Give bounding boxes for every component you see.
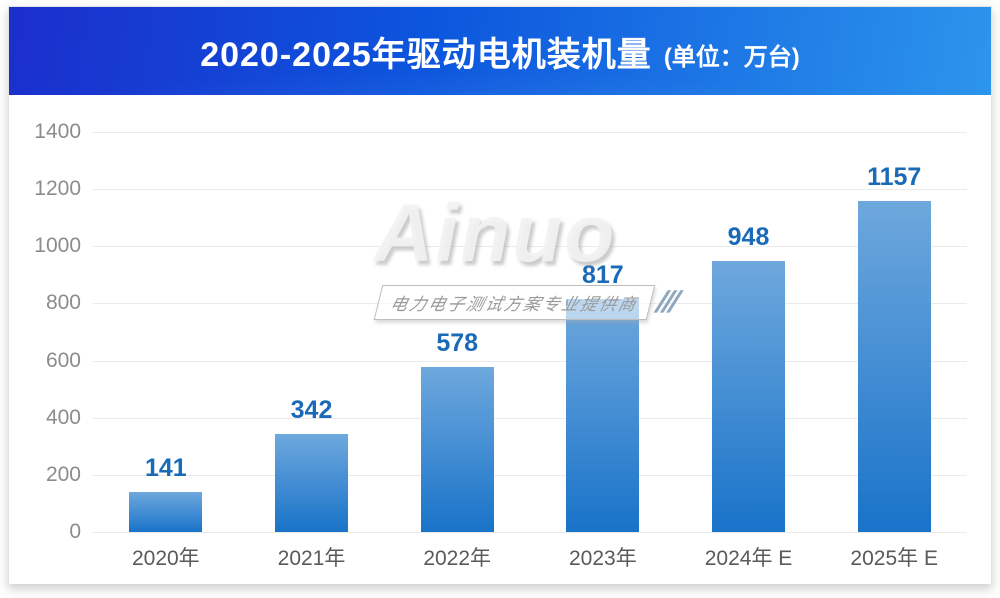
y-tick-label: 1000 [34,234,81,258]
y-tick-label: 600 [45,348,81,372]
x-axis: 2020年 2021年 2022年 2023年 2024年 E 2025年 E [93,542,967,572]
bar [566,298,640,532]
bar-value-label: 1157 [867,163,922,192]
plot-area: 141 342 578 817 948 1157 [93,132,967,532]
x-tick-label: 2020年 [131,547,200,570]
bar [129,491,203,532]
bar-column: 817 [530,132,676,532]
bar-column: 578 [384,132,530,532]
bar-column: 948 [676,132,822,532]
y-tick-label: 0 [69,520,81,543]
y-axis: 0 200 400 600 800 1000 1200 1400 [9,120,81,543]
x-tick-label: 2024年 E [704,547,793,570]
gridline [93,474,967,476]
gridline [93,532,967,533]
bar-value-label: 342 [290,396,333,425]
y-tick-label: 1200 [34,177,81,201]
bar-value-label: 817 [581,260,624,289]
bar-column: 1157 [821,132,967,532]
y-tick-label: 200 [45,462,81,486]
bar [712,261,786,532]
bar-value-label: 578 [436,328,479,357]
gridline [93,417,967,419]
bar [420,366,494,532]
gridline [93,360,967,362]
x-tick-label: 2022年 [423,547,492,570]
y-tick-label: 1400 [34,120,81,143]
x-tick-label: 2025年 E [850,547,938,570]
x-tick-label: 2021年 [277,547,346,570]
bar-value-label: 141 [144,453,187,482]
gridline [93,246,967,248]
gridline [93,189,967,191]
bar-column: 342 [239,132,385,532]
bar [275,434,348,532]
unit-label: (单位：万台) [663,43,800,71]
chart-area: 0 200 400 600 800 1000 1200 1400 141 342 578 817 94… [9,95,991,584]
title-banner: 2020-2025年驱动电机装机量 (单位：万台) [9,7,991,95]
x-tick-label: 2023年 [568,547,637,570]
page-title: 2020-2025年驱动电机装机量 [200,35,652,74]
y-tick-label: 800 [45,291,81,315]
bar-value-label: 948 [727,223,770,252]
gridline [93,132,967,133]
chart-card: 2020-2025年驱动电机装机量 (单位：万台) 0 200 400 600 800 1… [8,6,992,584]
y-tick-label: 400 [45,405,81,429]
bar [857,201,931,532]
bar-column: 141 [93,132,239,532]
